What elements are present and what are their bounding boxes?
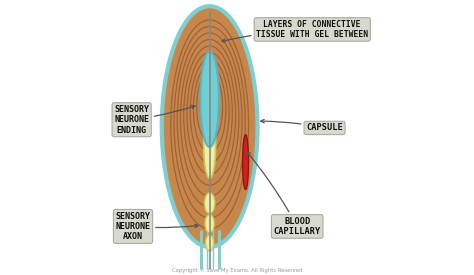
- Ellipse shape: [184, 46, 236, 185]
- Text: Copyright © Save My Exams. All Rights Reserved: Copyright © Save My Exams. All Rights Re…: [172, 267, 302, 273]
- Ellipse shape: [174, 26, 245, 218]
- Ellipse shape: [203, 85, 216, 120]
- Text: LAYERS OF CONNECTIVE
TISSUE WITH GEL BETWEEN: LAYERS OF CONNECTIVE TISSUE WITH GEL BET…: [222, 20, 368, 42]
- Ellipse shape: [204, 193, 215, 214]
- Ellipse shape: [206, 235, 214, 251]
- Ellipse shape: [206, 92, 213, 109]
- Ellipse shape: [187, 53, 232, 174]
- Ellipse shape: [201, 51, 219, 147]
- Text: BLOOD
CAPILLARY: BLOOD CAPILLARY: [247, 152, 321, 236]
- Text: SENSORY
NEURONE
ENDING: SENSORY NEURONE ENDING: [114, 105, 195, 135]
- Ellipse shape: [205, 214, 214, 233]
- Ellipse shape: [162, 6, 257, 247]
- Text: CAPSULE: CAPSULE: [261, 119, 343, 133]
- Ellipse shape: [177, 33, 242, 207]
- Ellipse shape: [181, 39, 239, 196]
- Ellipse shape: [190, 59, 229, 163]
- Ellipse shape: [243, 135, 248, 189]
- Ellipse shape: [204, 113, 216, 178]
- Text: SENSORY
NEURONE
AXON: SENSORY NEURONE AXON: [116, 211, 198, 241]
- Ellipse shape: [171, 20, 248, 229]
- Ellipse shape: [197, 72, 223, 142]
- Ellipse shape: [193, 65, 226, 153]
- Ellipse shape: [200, 79, 219, 131]
